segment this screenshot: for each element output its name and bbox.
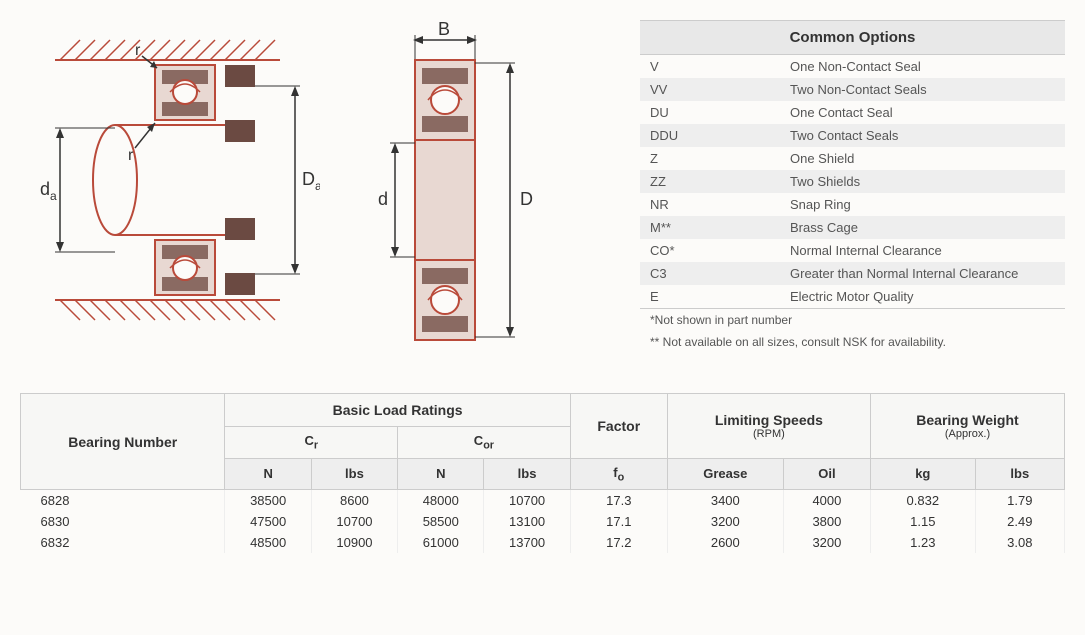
hdr-cr: Cr [225, 427, 398, 459]
option-code: V [650, 59, 790, 74]
cell-num: 6828 [21, 490, 225, 512]
option-desc: Greater than Normal Internal Clearance [790, 266, 1018, 281]
hdr-fo: fo [570, 458, 667, 490]
label-B: B [438, 20, 450, 39]
cell-cor_lbs: 10700 [484, 490, 570, 512]
option-code: NR [650, 197, 790, 212]
option-desc: Normal Internal Clearance [790, 243, 942, 258]
option-code: M** [650, 220, 790, 235]
option-row: DUOne Contact Seal [640, 101, 1065, 124]
option-code: C3 [650, 266, 790, 281]
hdr-bearing-number: Bearing Number [21, 394, 225, 490]
table-row: 68304750010700585001310017.1320038001.15… [21, 511, 1065, 532]
option-row: NRSnap Ring [640, 193, 1065, 216]
option-row: DDUTwo Contact Seals [640, 124, 1065, 147]
cell-kg: 0.832 [871, 490, 976, 512]
bearing-diagrams: r r da Da [20, 20, 610, 353]
cell-fo: 17.2 [570, 532, 667, 553]
cell-fo: 17.3 [570, 490, 667, 512]
hdr-factor: Factor [570, 394, 667, 459]
cell-cr_lbs: 10700 [311, 511, 397, 532]
cell-oil: 3200 [783, 532, 870, 553]
cell-cr_n: 38500 [225, 490, 311, 512]
option-desc: One Shield [790, 151, 854, 166]
cell-lbs: 2.49 [975, 511, 1064, 532]
cell-grease: 3200 [667, 511, 783, 532]
cell-cr_lbs: 8600 [311, 490, 397, 512]
hdr-cr-n: N [225, 458, 311, 490]
label-d: d [378, 189, 388, 209]
cell-cr_n: 48500 [225, 532, 311, 553]
option-desc: Two Contact Seals [790, 128, 898, 143]
options-title: Common Options [640, 20, 1065, 55]
cell-cor_n: 48000 [398, 490, 484, 512]
label-D: D [520, 189, 533, 209]
option-row: EElectric Motor Quality [640, 285, 1065, 308]
hdr-grease: Grease [667, 458, 783, 490]
cell-grease: 2600 [667, 532, 783, 553]
hdr-cor-n: N [398, 458, 484, 490]
hdr-kg: kg [871, 458, 976, 490]
cell-num: 6832 [21, 532, 225, 553]
option-row: M**Brass Cage [640, 216, 1065, 239]
cell-cor_n: 61000 [398, 532, 484, 553]
option-row: VOne Non-Contact Seal [640, 55, 1065, 78]
hdr-limiting: Limiting Speeds(RPM) [667, 394, 870, 459]
option-row: ZZTwo Shields [640, 170, 1065, 193]
svg-text:da: da [40, 179, 57, 203]
diagram-cross-section: r r da Da [20, 20, 320, 330]
option-row: ZOne Shield [640, 147, 1065, 170]
option-code: CO* [650, 243, 790, 258]
cell-grease: 3400 [667, 490, 783, 512]
cell-cor_lbs: 13100 [484, 511, 570, 532]
cell-cor_lbs: 13700 [484, 532, 570, 553]
cell-kg: 1.15 [871, 511, 976, 532]
option-code: ZZ [650, 174, 790, 189]
option-desc: Two Non-Contact Seals [790, 82, 927, 97]
cell-lbs: 1.79 [975, 490, 1064, 512]
hdr-cor-lbs: lbs [484, 458, 570, 490]
hdr-cr-lbs: lbs [311, 458, 397, 490]
option-row: C3Greater than Normal Internal Clearance [640, 262, 1065, 285]
hdr-lbs: lbs [975, 458, 1064, 490]
table-row: 6828385008600480001070017.3340040000.832… [21, 490, 1065, 512]
option-row: VVTwo Non-Contact Seals [640, 78, 1065, 101]
cell-oil: 4000 [783, 490, 870, 512]
cell-fo: 17.1 [570, 511, 667, 532]
option-code: E [650, 289, 790, 304]
cell-cor_n: 58500 [398, 511, 484, 532]
footnote: ** Not available on all sizes, consult N… [640, 331, 1065, 353]
cell-lbs: 3.08 [975, 532, 1064, 553]
option-code: DDU [650, 128, 790, 143]
option-desc: Brass Cage [790, 220, 858, 235]
cell-kg: 1.23 [871, 532, 976, 553]
svg-text:Da: Da [302, 169, 320, 193]
hdr-basic-load: Basic Load Ratings [225, 394, 570, 427]
diagram-front-view: B d [360, 20, 560, 350]
hdr-oil: Oil [783, 458, 870, 490]
bearing-data-table: Bearing Number Basic Load Ratings Factor… [20, 393, 1065, 553]
option-code: Z [650, 151, 790, 166]
common-options-panel: Common Options VOne Non-Contact SealVVTw… [640, 20, 1065, 353]
option-desc: One Contact Seal [790, 105, 893, 120]
cell-oil: 3800 [783, 511, 870, 532]
cell-cr_n: 47500 [225, 511, 311, 532]
option-row: CO*Normal Internal Clearance [640, 239, 1065, 262]
option-code: DU [650, 105, 790, 120]
table-row: 68324850010900610001370017.2260032001.23… [21, 532, 1065, 553]
label-r1: r [135, 42, 141, 59]
option-desc: One Non-Contact Seal [790, 59, 921, 74]
footnote: *Not shown in part number [640, 308, 1065, 331]
option-desc: Snap Ring [790, 197, 851, 212]
option-code: VV [650, 82, 790, 97]
cell-cr_lbs: 10900 [311, 532, 397, 553]
hdr-cor: Cor [398, 427, 571, 459]
label-r2: r [128, 147, 134, 164]
option-desc: Two Shields [790, 174, 860, 189]
hdr-weight: Bearing Weight(Approx.) [871, 394, 1065, 459]
option-desc: Electric Motor Quality [790, 289, 914, 304]
cell-num: 6830 [21, 511, 225, 532]
